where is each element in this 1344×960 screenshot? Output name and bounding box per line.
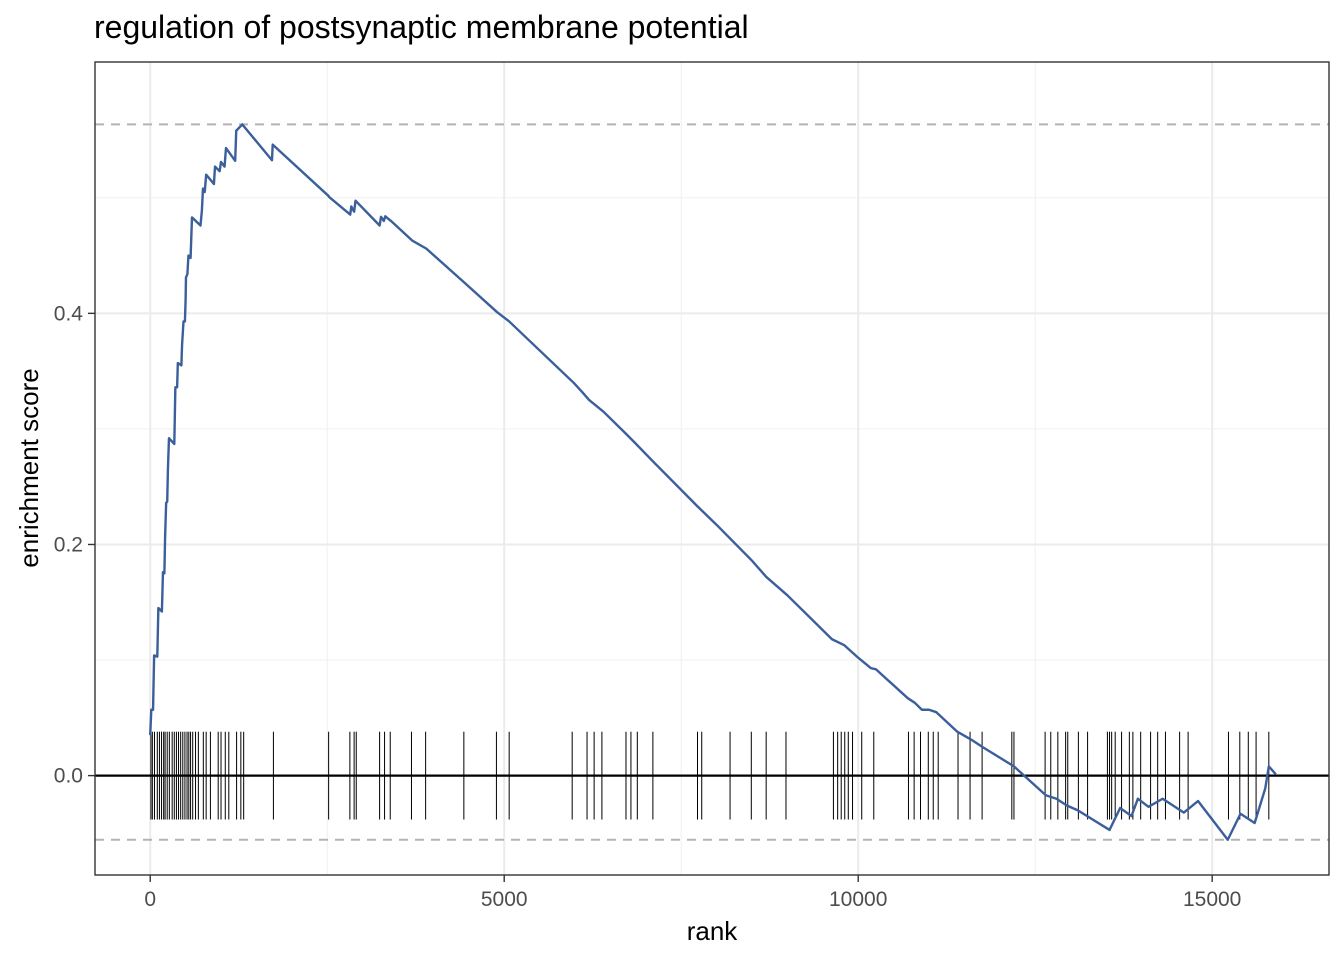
x-tick-label: 0	[144, 888, 156, 911]
y-axis-title: enrichment score	[14, 368, 44, 567]
x-axis: 0 5000 10000 15000	[144, 875, 1241, 911]
chart-title: regulation of postsynaptic membrane pote…	[94, 9, 749, 45]
x-tick-label: 15000	[1183, 888, 1241, 911]
threshold-lines	[95, 123, 1329, 841]
x-axis-title: rank	[687, 916, 739, 946]
panel-border	[94, 61, 1330, 876]
plot-panel	[94, 61, 1330, 876]
y-axis: 0.0 0.2 0.4	[54, 302, 95, 788]
y-tick-label: 0.4	[54, 302, 84, 325]
y-tick-label: 0.0	[54, 765, 83, 788]
enrichment-score-line	[149, 123, 1277, 841]
x-tick-label: 5000	[481, 888, 528, 911]
y-tick-label: 0.2	[54, 533, 83, 556]
x-tick-label: 10000	[829, 888, 887, 911]
panel-background	[95, 62, 1329, 875]
minor-gridlines	[95, 62, 1329, 875]
